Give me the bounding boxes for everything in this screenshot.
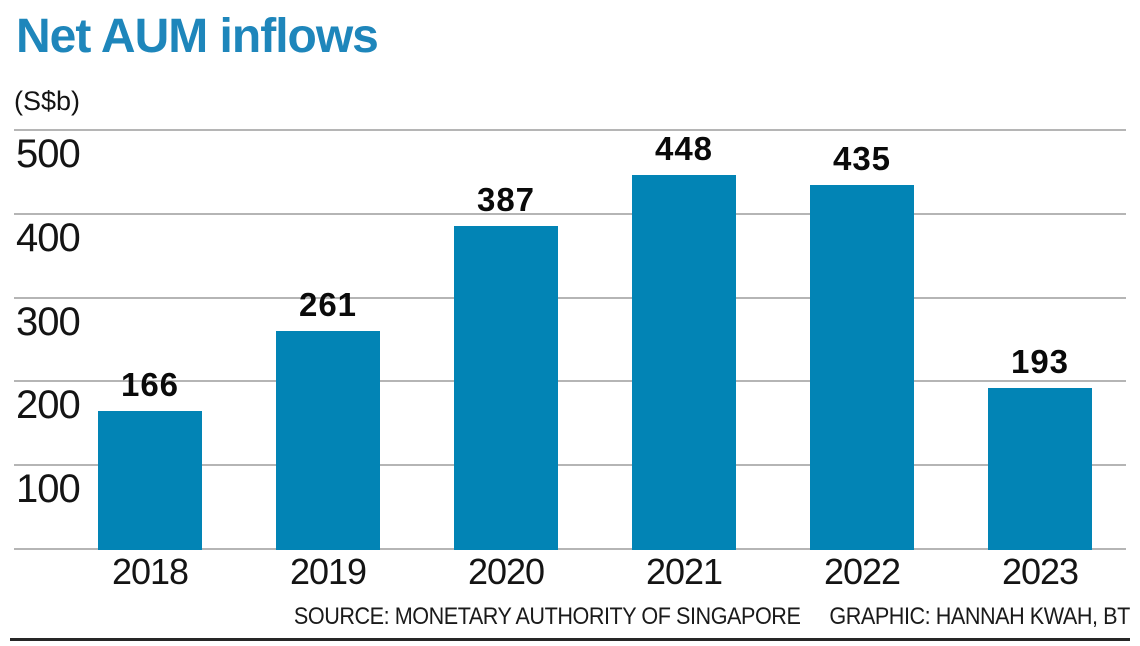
- gridline-400: [14, 212, 1126, 215]
- bar-2021: [632, 174, 736, 550]
- gridline-0: [14, 548, 1126, 550]
- bar-value-label-2018: 166: [120, 365, 180, 403]
- gridline-200: [14, 380, 1126, 383]
- bar-value-label-2019: 261: [298, 286, 358, 324]
- bar-value-label-2021: 448: [654, 129, 714, 167]
- x-tick-label-2020: 2020: [467, 551, 545, 592]
- x-tick-label-2018: 2018: [111, 551, 189, 592]
- bar-2019: [276, 331, 380, 550]
- y-tick-label-400: 400: [16, 215, 81, 260]
- bar-value-label-2020: 387: [476, 180, 536, 218]
- y-tick-label-500: 500: [16, 132, 81, 176]
- bar-2018: [98, 410, 202, 550]
- x-tick-label-2019: 2019: [289, 551, 367, 592]
- bar-value-label-2023: 193: [1010, 343, 1070, 381]
- x-tick-label-2021: 2021: [645, 551, 723, 592]
- y-tick-label-300: 300: [16, 299, 81, 344]
- chart-credits: SOURCE: MONETARY AUTHORITY OF SINGAPORE …: [294, 605, 1130, 629]
- gridline-100: [14, 464, 1126, 467]
- y-tick-label-200: 200: [16, 383, 81, 428]
- y-tick-label-100: 100: [16, 467, 81, 512]
- graphic-credit: GRAPHIC: HANNAH KWAH, BT: [829, 603, 1131, 630]
- x-tick-label-2023: 2023: [1001, 551, 1079, 592]
- bar-value-label-2022: 435: [832, 140, 892, 178]
- source-credit: SOURCE: MONETARY AUTHORITY OF SINGAPORE: [294, 603, 801, 630]
- chart-unit-label: (S$b): [14, 86, 81, 116]
- x-tick-label-2022: 2022: [823, 551, 901, 592]
- chart-title: Net AUM inflows: [16, 10, 379, 63]
- gridline-300: [14, 296, 1126, 299]
- bar-2022: [810, 185, 914, 550]
- gridline-500: [14, 129, 1126, 131]
- bar-2023: [988, 388, 1092, 550]
- bar-2020: [454, 225, 558, 550]
- bottom-rule: [10, 638, 1130, 641]
- bar-chart-plot: 100 200 300 400 500 166 2018 261 2019 387 2020 448 2…: [14, 129, 1126, 590]
